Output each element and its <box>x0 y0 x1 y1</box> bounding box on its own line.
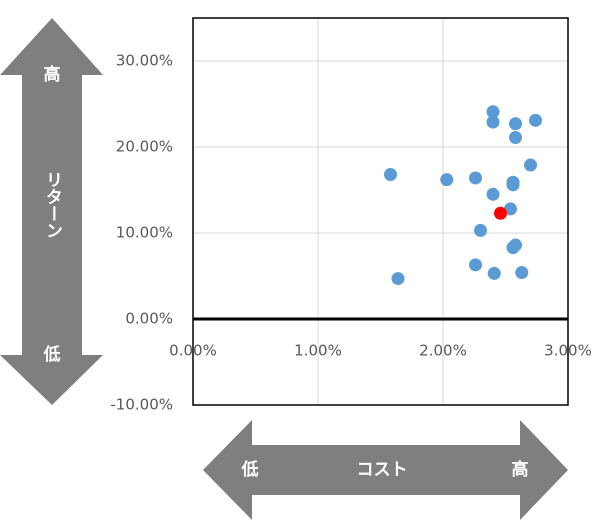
point <box>509 131 522 145</box>
point <box>469 171 482 185</box>
y-arrow-low: 低 <box>43 344 61 365</box>
point <box>391 272 405 286</box>
point <box>486 187 500 201</box>
point <box>504 202 517 216</box>
point <box>506 178 520 192</box>
point <box>440 173 454 187</box>
y-tick-label: 10.00% <box>116 224 173 242</box>
point <box>486 105 500 119</box>
y-tick-label: -10.00% <box>110 396 173 414</box>
y-tick-label: 0.00% <box>125 310 173 328</box>
x-tick-label: 1.00% <box>294 342 342 360</box>
x-arrow <box>203 420 568 520</box>
point <box>469 258 482 272</box>
point <box>487 266 501 280</box>
point <box>474 223 487 237</box>
point <box>529 113 542 127</box>
y-arrow <box>0 18 103 405</box>
x-arrow-label: コスト <box>357 460 408 480</box>
point <box>524 158 537 172</box>
point <box>494 206 507 220</box>
x-arrow-low: 低 <box>241 459 259 480</box>
plot-border <box>192 17 569 406</box>
point <box>509 117 522 131</box>
y-tick-label: 20.00% <box>116 138 173 156</box>
y-tick-label: 30.00% <box>116 52 173 70</box>
point <box>515 266 529 280</box>
y-arrow-high: 高 <box>44 64 61 85</box>
x-arrow-high: 高 <box>512 459 529 480</box>
y-arrow-label: リターン <box>42 171 62 239</box>
point <box>384 168 397 182</box>
point <box>486 115 500 129</box>
point <box>506 241 520 255</box>
x-tick-label: 2.00% <box>419 342 467 360</box>
